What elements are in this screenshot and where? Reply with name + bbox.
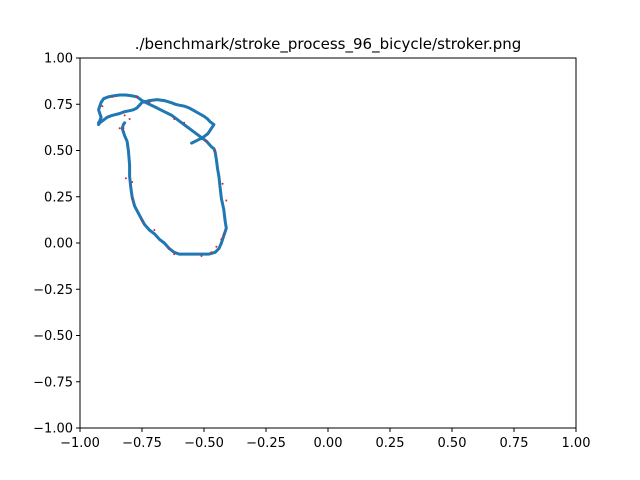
x-tick-label: 0.00: [314, 436, 343, 451]
x-tick-label: −0.50: [184, 436, 224, 451]
data-point: [128, 118, 131, 121]
marker-layer: [101, 95, 228, 257]
y-tick-label: 1.00: [44, 52, 73, 67]
data-point: [225, 199, 228, 202]
chart-title: ./benchmark/stroke_process_96_bicycle/st…: [135, 35, 522, 54]
series-layer: [97, 93, 228, 256]
data-point: [173, 118, 176, 121]
data-point: [111, 95, 114, 98]
y-tick-label: −0.25: [33, 283, 73, 298]
data-point: [148, 101, 151, 104]
data-point: [131, 180, 134, 183]
y-tick-label: 0.25: [44, 190, 73, 205]
y-tick-label: −1.00: [33, 422, 73, 437]
y-tick-label: 0.00: [44, 237, 73, 252]
x-tick-label: 0.50: [438, 436, 467, 451]
x-tick-label: −0.25: [246, 436, 286, 451]
data-point: [220, 238, 223, 241]
data-point: [221, 182, 224, 185]
plot-area: [79, 57, 577, 429]
x-tick-label: −1.00: [60, 436, 100, 451]
y-tick-label: −0.75: [33, 375, 73, 390]
data-point: [101, 105, 104, 108]
data-point: [123, 114, 126, 117]
x-tick-label: 1.00: [562, 436, 591, 451]
data-point: [200, 254, 203, 257]
x-tick-label: 0.25: [376, 436, 405, 451]
data-point: [168, 247, 171, 250]
data-point: [205, 140, 208, 143]
x-tick-label: −0.75: [122, 436, 162, 451]
data-point: [214, 149, 217, 152]
data-point: [118, 127, 121, 130]
x-axis: −1.00 −0.75 −0.50 −0.25 0.00 0.25 0.50 0.75 1.00: [60, 428, 590, 451]
data-point: [136, 95, 139, 98]
data-point: [124, 177, 127, 180]
data-point: [141, 219, 143, 222]
y-tick-label: −0.50: [33, 329, 73, 344]
data-point: [183, 121, 186, 124]
data-point: [131, 197, 134, 200]
data-point: [215, 245, 218, 248]
data-point: [173, 253, 176, 256]
axes-frame: [79, 57, 577, 429]
y-axis: −1.00 −0.75 −0.50 −0.25 0.00 0.25 0.50 0.75 1.00: [33, 52, 80, 437]
x-tick-label: 0.75: [500, 436, 529, 451]
data-point: [122, 127, 125, 130]
data-point: [210, 251, 213, 254]
series-line: [97, 93, 228, 256]
data-point: [153, 229, 156, 232]
data-point: [222, 232, 225, 235]
y-tick-label: 0.50: [44, 144, 73, 159]
y-tick-label: 0.75: [44, 98, 73, 113]
